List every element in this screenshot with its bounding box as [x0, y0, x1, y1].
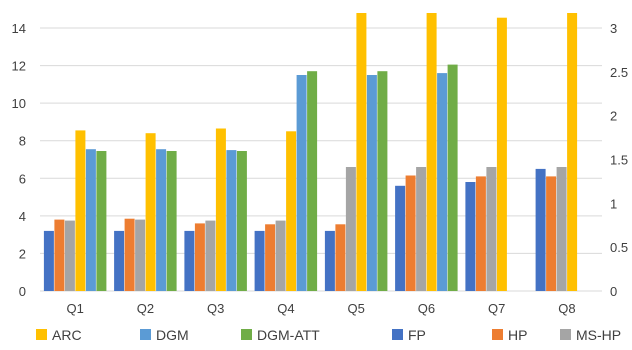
- bar-fp-q7: [465, 182, 476, 291]
- legend-swatch-ms-hp: [560, 329, 571, 340]
- right-tick-label: 1.5: [610, 153, 628, 168]
- right-tick-label: 3: [610, 21, 617, 36]
- bar-hp-q5: [335, 224, 346, 291]
- legend-swatch-dgm: [140, 329, 151, 340]
- legend-label: ARC: [52, 327, 82, 343]
- bar-arc-q7: [496, 17, 507, 291]
- legend-label: DGM-ATT: [257, 327, 320, 343]
- legend: ARC DGM DGM-ATT FP HP MS-HP: [36, 327, 621, 343]
- legend-label: HP: [508, 327, 527, 343]
- bar-dgm-att-q4: [307, 71, 318, 291]
- bar-ms-hp-q2: [135, 219, 146, 291]
- bar-arc-q5: [356, 13, 367, 291]
- bar-arc-q1: [75, 130, 86, 291]
- gridlines: [40, 27, 602, 292]
- bar-ms-hp-q3: [205, 220, 216, 291]
- bar-dgm-att-q5: [377, 71, 388, 291]
- legend-swatch-dgm-att: [241, 329, 252, 340]
- bar-dgm-q1: [85, 149, 96, 291]
- bar-hp-q2: [124, 218, 135, 291]
- bar-ms-hp-q4: [275, 220, 286, 291]
- bars: [43, 13, 578, 291]
- bar-hp-q8: [546, 176, 557, 291]
- bar-dgm-q4: [296, 75, 307, 291]
- legend-swatch-hp: [492, 329, 503, 340]
- category-labels: Q1 Q2 Q3 Q4 Q5 Q6 Q7 Q8: [66, 301, 575, 316]
- left-tick-label: 2: [19, 246, 26, 261]
- bar-arc-q8: [567, 13, 578, 291]
- bar-fp-q2: [114, 230, 125, 291]
- bar-ms-hp-q5: [345, 167, 356, 291]
- bar-fp-q5: [324, 230, 335, 291]
- bar-hp-q6: [405, 175, 416, 291]
- right-tick-label: 1: [610, 196, 617, 211]
- legend-swatch-fp: [392, 329, 403, 340]
- bar-arc-q2: [145, 133, 156, 291]
- category-label: Q6: [418, 301, 435, 316]
- bar-hp-q4: [265, 224, 276, 291]
- category-label: Q7: [488, 301, 505, 316]
- bar-dgm-q6: [437, 73, 448, 291]
- bar-arc-q6: [426, 13, 437, 291]
- bar-ms-hp-q1: [64, 220, 75, 291]
- right-tick-label: 2.5: [610, 65, 628, 80]
- bar-dgm-q3: [226, 150, 237, 291]
- bar-ms-hp-q8: [556, 167, 567, 291]
- legend-label: MS-HP: [576, 327, 621, 343]
- right-axis-ticks: 0 0.5 1 1.5 2 2.5 3: [610, 21, 628, 299]
- bar-arc-q3: [215, 128, 226, 291]
- bar-dgm-q2: [156, 149, 167, 291]
- bar-fp-q3: [184, 230, 195, 291]
- bar-dgm-att-q2: [166, 151, 177, 291]
- left-tick-label: 8: [19, 134, 26, 149]
- left-tick-label: 6: [19, 171, 26, 186]
- bar-ms-hp-q6: [416, 167, 427, 291]
- bar-hp-q7: [475, 176, 486, 291]
- left-tick-label: 10: [12, 96, 26, 111]
- left-tick-label: 4: [19, 209, 26, 224]
- legend-label: DGM: [156, 327, 189, 343]
- category-label: Q4: [277, 301, 294, 316]
- bar-dgm-att-q3: [236, 151, 247, 291]
- left-tick-label: 12: [12, 59, 26, 74]
- left-tick-label: 0: [19, 284, 26, 299]
- bar-dgm-att-q6: [447, 64, 458, 291]
- category-label: Q3: [207, 301, 224, 316]
- bar-arc-q4: [286, 131, 297, 291]
- legend-label: FP: [408, 327, 426, 343]
- right-tick-label: 0: [610, 284, 617, 299]
- bar-dgm-q5: [366, 75, 377, 291]
- bar-ms-hp-q7: [486, 167, 497, 291]
- right-tick-label: 2: [610, 109, 617, 124]
- category-label: Q8: [558, 301, 575, 316]
- left-axis-ticks: 0 2 4 6 8 10 12 14: [12, 21, 26, 299]
- bar-hp-q3: [194, 223, 205, 291]
- bar-fp-q1: [43, 230, 54, 291]
- category-label: Q1: [66, 301, 83, 316]
- bar-dgm-att-q1: [96, 151, 107, 291]
- left-tick-label: 14: [12, 21, 26, 36]
- bar-fp-q6: [395, 185, 406, 291]
- legend-swatch-arc: [36, 329, 47, 340]
- bar-fp-q8: [535, 168, 546, 291]
- category-label: Q2: [137, 301, 154, 316]
- category-label: Q5: [347, 301, 364, 316]
- bar-fp-q4: [254, 230, 265, 291]
- bar-hp-q1: [54, 219, 65, 291]
- right-tick-label: 0.5: [610, 240, 628, 255]
